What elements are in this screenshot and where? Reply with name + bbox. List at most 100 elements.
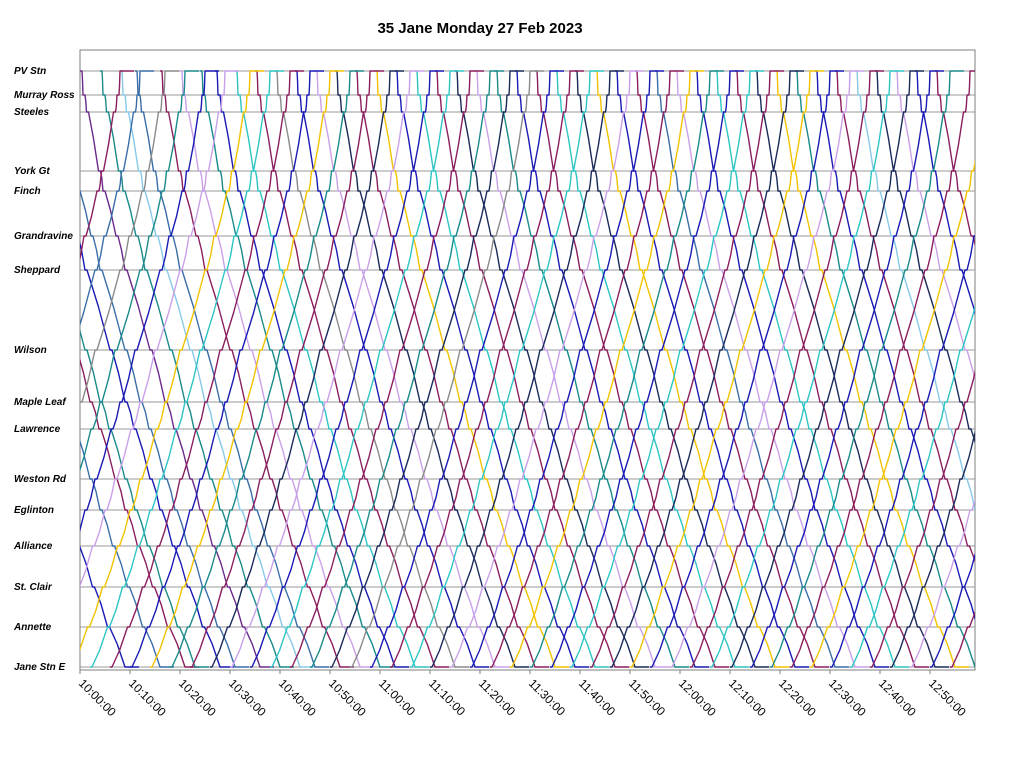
vehicle-trip-line xyxy=(610,70,804,668)
vehicle-trip-line xyxy=(630,70,824,668)
stop-label: Wilson xyxy=(14,345,47,356)
vehicle-trip-line xyxy=(80,70,219,533)
vehicle-trip-line xyxy=(370,70,564,668)
vehicle-trip-line xyxy=(120,70,314,668)
time-tick-label: 11:20:00 xyxy=(476,676,519,719)
vehicle-trip-line xyxy=(250,70,444,668)
time-tick-label: 12:40:00 xyxy=(876,676,919,719)
stop-label: Maple Leaf xyxy=(14,397,67,408)
vehicle-trip-line xyxy=(80,70,264,652)
vehicle-trip-line xyxy=(830,235,975,668)
vehicle-trip-line xyxy=(590,70,784,668)
vehicle-trip-line xyxy=(935,70,975,247)
vehicle-trip-line xyxy=(80,70,154,327)
vehicle-trip-line xyxy=(80,70,134,261)
series-layer xyxy=(80,70,975,668)
vehicle-trip-line xyxy=(190,70,384,668)
vehicle-trip-line xyxy=(80,70,179,406)
stop-label: Alliance xyxy=(13,541,53,552)
vehicle-trip-line xyxy=(350,70,544,668)
time-tick-label: 10:40:00 xyxy=(276,676,319,719)
vehicle-trip-line xyxy=(80,70,199,472)
vehicle-trip-line xyxy=(835,70,975,563)
stop-label: St. Clair xyxy=(14,582,53,593)
vehicle-trip-line xyxy=(915,70,975,316)
vehicle-trip-line xyxy=(870,369,975,668)
vehicle-trip-line xyxy=(200,70,394,668)
vehicle-trip-line xyxy=(710,70,904,668)
stop-label: Annette xyxy=(13,622,52,633)
time-tick-label: 11:00:00 xyxy=(376,676,419,719)
stop-label: PV Stn xyxy=(14,66,46,77)
time-tick-label: 11:40:00 xyxy=(576,676,619,719)
y-axis-labels: PV Stn Murray Ross Steeles York Gt Finch Gran… xyxy=(13,66,75,673)
vehicle-trip-line xyxy=(170,70,364,668)
stop-label: Lawrence xyxy=(14,424,61,435)
time-tick-label: 10:00:00 xyxy=(76,676,119,719)
stop-label: Grandravine xyxy=(14,231,73,242)
vehicle-trip-line xyxy=(530,70,724,668)
stop-label: Weston Rd xyxy=(14,474,67,485)
vehicle-trip-line xyxy=(410,70,604,668)
time-tick-label: 10:30:00 xyxy=(226,676,269,719)
vehicle-trip-line xyxy=(810,159,975,668)
vehicle-trip-line xyxy=(490,70,684,668)
vehicle-trip-line xyxy=(570,70,764,668)
vehicle-trip-line xyxy=(210,70,404,668)
vehicle-trip-line xyxy=(100,70,294,668)
stop-label: Sheppard xyxy=(14,265,61,276)
stop-label: Steeles xyxy=(14,107,49,118)
time-tick-label: 12:00:00 xyxy=(676,676,719,719)
vehicle-trip-line xyxy=(670,70,864,668)
vehicle-trip-line xyxy=(690,70,884,668)
vehicle-trip-line xyxy=(650,70,844,668)
vehicle-trip-line xyxy=(550,70,744,668)
time-tick-label: 10:10:00 xyxy=(126,676,169,719)
time-tick-label: 11:50:00 xyxy=(626,676,669,719)
time-tick-label: 10:20:00 xyxy=(176,676,219,719)
vehicle-trip-line xyxy=(160,70,354,668)
time-tick-label: 11:10:00 xyxy=(426,676,469,719)
time-tick-label: 12:10:00 xyxy=(726,676,769,719)
vehicle-trip-line xyxy=(290,70,484,668)
vehicle-trip-line xyxy=(470,70,664,668)
vehicle-trip-line xyxy=(270,70,464,668)
vehicle-trip-line xyxy=(510,70,704,668)
vehicle-trip-line xyxy=(80,70,274,668)
vehicle-trip-line xyxy=(390,70,584,668)
stop-label: York Gt xyxy=(14,166,50,177)
vehicle-trip-line xyxy=(430,70,624,668)
vehicle-trip-line xyxy=(895,70,975,383)
vehicle-trip-line xyxy=(130,70,324,668)
plot-area xyxy=(79,49,976,671)
vehicle-trip-line xyxy=(875,70,975,444)
vehicle-trip-line xyxy=(770,70,964,668)
stop-label: Murray Ross xyxy=(14,90,75,101)
vehicle-trip-line xyxy=(855,70,975,511)
vehicle-trip-line xyxy=(910,498,975,668)
vehicle-trip-line xyxy=(150,70,344,668)
vehicle-trip-line xyxy=(180,70,374,668)
time-tick-label: 12:30:00 xyxy=(826,676,869,719)
vehicle-trip-line xyxy=(930,552,975,668)
vehicle-trip-line xyxy=(850,304,975,668)
vehicle-trip-line xyxy=(450,70,644,668)
vehicle-trip-line xyxy=(230,70,424,668)
time-tick-label: 12:20:00 xyxy=(776,676,819,719)
vehicle-trip-line xyxy=(80,545,139,668)
vehicle-trip-line xyxy=(110,70,304,668)
vehicle-trip-line xyxy=(730,70,924,668)
stop-label: Jane Stn E xyxy=(14,662,65,673)
vehicle-trip-line xyxy=(750,70,944,668)
time-tick-label: 11:30:00 xyxy=(526,676,569,719)
vehicle-trip-line xyxy=(790,70,975,668)
stop-label: Eglinton xyxy=(14,505,54,516)
vehicle-trip-line xyxy=(890,430,975,668)
chart-title: 35 Jane Monday 27 Feb 2023 xyxy=(377,20,583,37)
vehicle-trip-line xyxy=(330,70,524,668)
vehicle-trip-line xyxy=(80,241,234,668)
vehicle-trip-line xyxy=(90,70,284,668)
time-tick-label: 12:50:00 xyxy=(926,676,969,719)
vehicle-trip-line xyxy=(310,70,504,668)
